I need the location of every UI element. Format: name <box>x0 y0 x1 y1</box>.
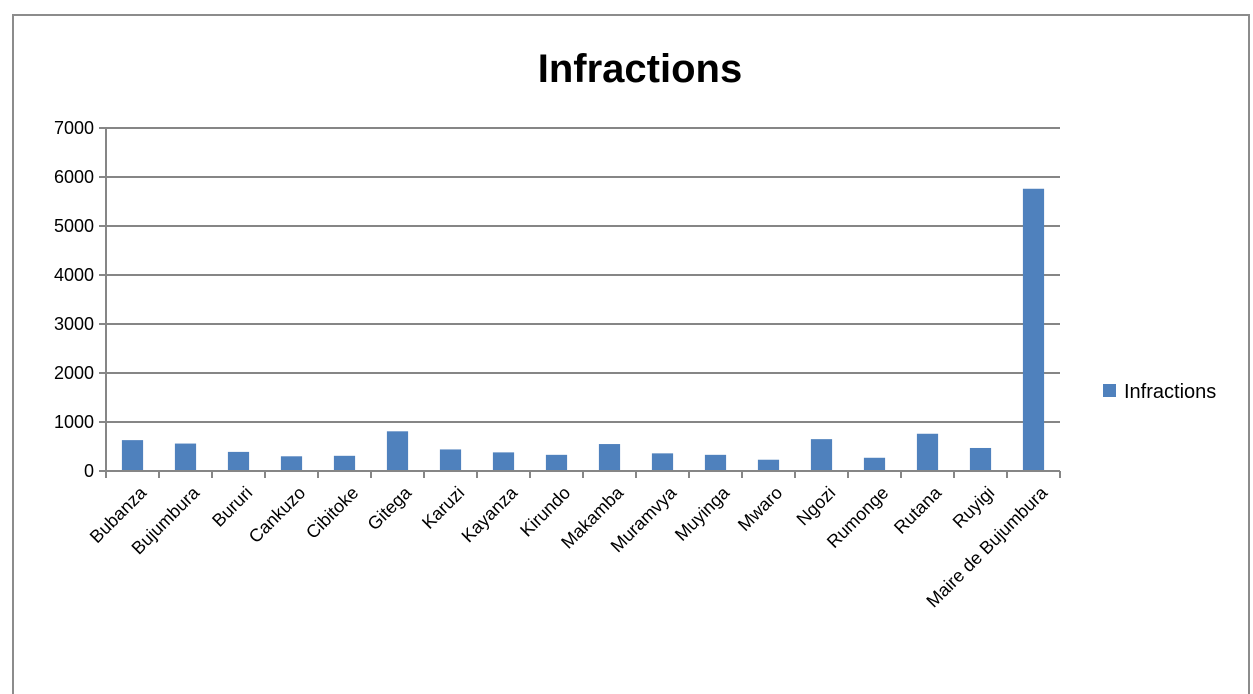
x-category-label: Ngozi <box>793 483 840 530</box>
y-tick-label: 0 <box>84 461 94 481</box>
bar-mwaro <box>757 459 780 471</box>
x-category-label: Karuzi <box>418 483 468 533</box>
x-category-label: Bururi <box>208 483 256 531</box>
x-category-label: Rutana <box>890 482 946 538</box>
x-category-label: Ruyigi <box>949 483 999 533</box>
legend-label: Infractions <box>1124 381 1216 403</box>
bar-karuzi <box>439 449 462 471</box>
x-category-label: Kayanza <box>458 482 522 546</box>
x-category-label: Cibitoke <box>302 483 362 543</box>
x-category-label: Mwaro <box>734 483 786 535</box>
bar-ruyigi <box>969 447 992 471</box>
chart-title: Infractions <box>538 47 742 91</box>
bar-makamba <box>598 444 621 471</box>
y-tick-label: 3000 <box>54 314 94 334</box>
bar-chart: Infractions 0 1000 2000 3000 4000 5000 6000 700… <box>54 47 1216 611</box>
bar-maire-de-bujumbura <box>1022 188 1045 471</box>
y-tick-label: 2000 <box>54 363 94 383</box>
y-tick-label: 4000 <box>54 265 94 285</box>
bar-gitega <box>386 431 409 471</box>
axes <box>105 128 1061 478</box>
y-axis-tick-labels: 0 1000 2000 3000 4000 5000 6000 7000 <box>54 118 94 481</box>
bar-bubanza <box>121 440 144 471</box>
bar-ngozi <box>810 439 833 471</box>
y-tick-label: 7000 <box>54 118 94 138</box>
bar-cankuzo <box>280 456 303 471</box>
legend: Infractions <box>1103 381 1216 403</box>
bar-muramvya <box>651 453 674 471</box>
legend-swatch <box>1103 384 1116 397</box>
bar-muyinga <box>704 454 727 471</box>
x-category-label: Muyinga <box>671 482 734 545</box>
gridlines <box>99 127 1060 472</box>
bar-bujumbura <box>174 443 197 471</box>
x-category-label: Gitega <box>364 482 416 534</box>
bar-rutana <box>916 433 939 471</box>
y-tick-label: 6000 <box>54 167 94 187</box>
bar-kirundo <box>545 454 568 471</box>
bar-cibitoke <box>333 455 356 471</box>
y-tick-label: 5000 <box>54 216 94 236</box>
bar-rumonge <box>863 457 886 471</box>
x-category-label: Cankuzo <box>245 483 309 547</box>
bar-kayanza <box>492 452 515 471</box>
y-tick-label: 1000 <box>54 412 94 432</box>
bar-bururi <box>227 451 250 471</box>
bars <box>121 188 1045 471</box>
